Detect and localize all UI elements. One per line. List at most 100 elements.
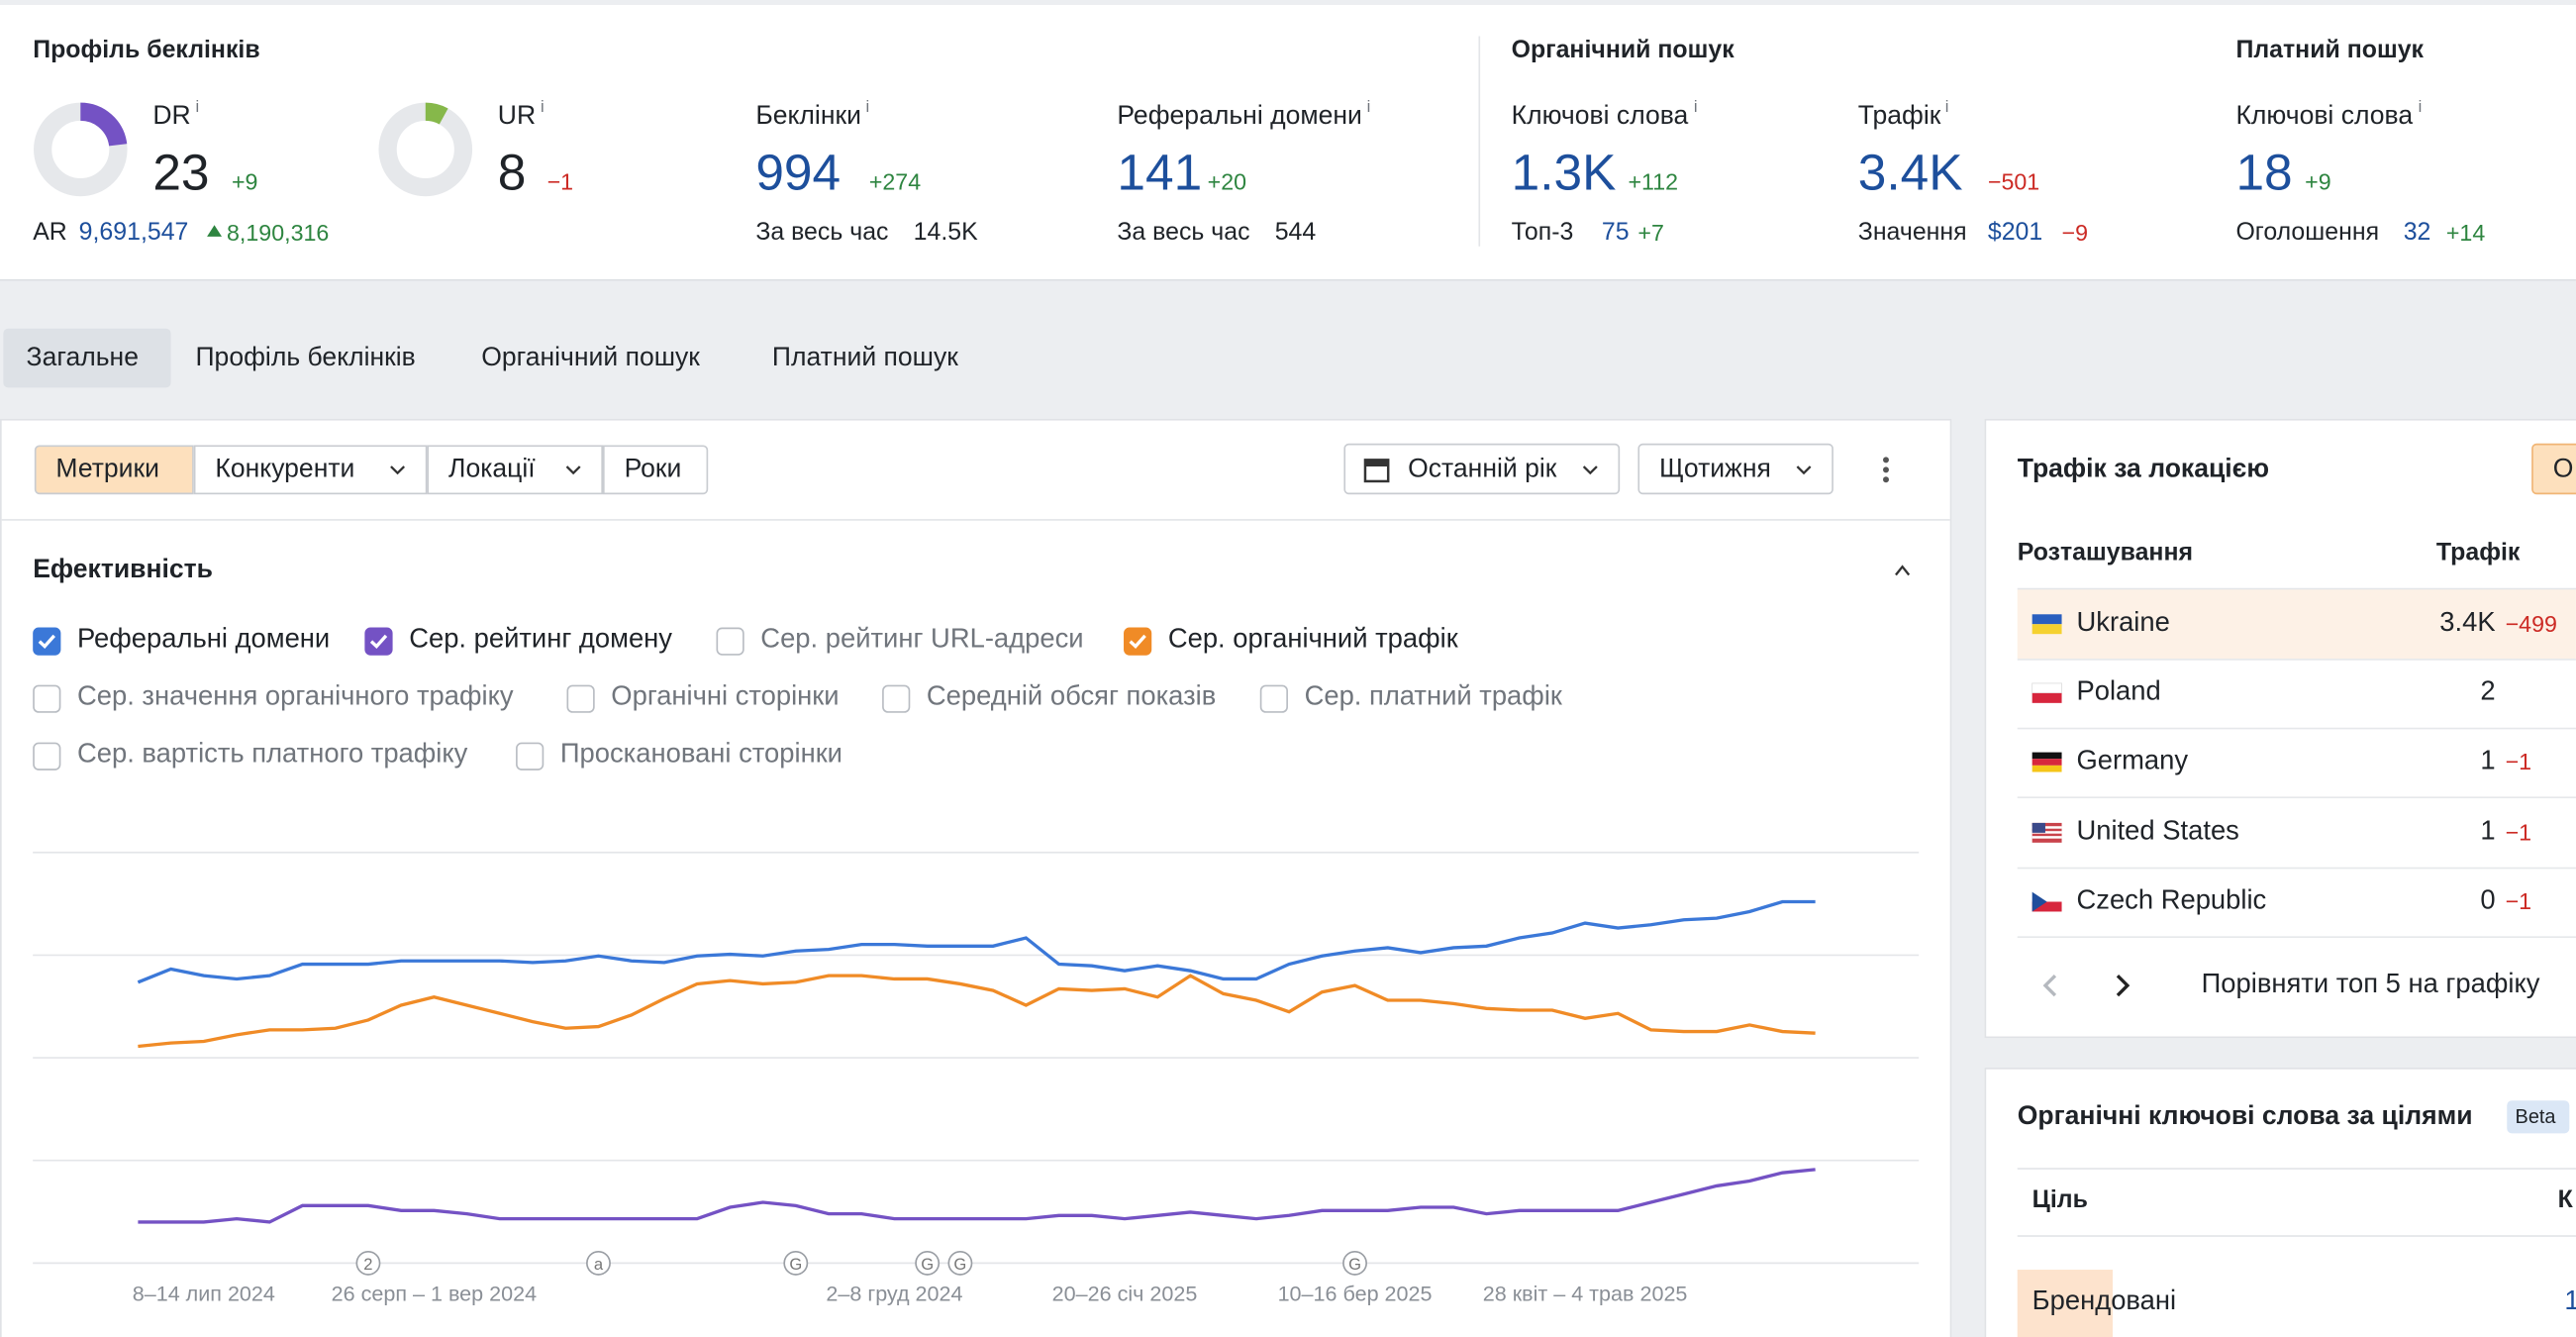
metric-change: −1 <box>546 168 574 195</box>
date-button[interactable] <box>1343 443 1621 495</box>
sub-value: 544 <box>1274 218 1317 247</box>
checkbox-label[interactable]: Сер. органічний трафік <box>1167 624 1458 655</box>
checkbox[interactable] <box>1259 684 1288 713</box>
donut-arc <box>378 102 473 197</box>
badge <box>2507 1100 2570 1134</box>
calendar-icon <box>1363 459 1390 483</box>
sub-change: −9 <box>2061 219 2089 247</box>
info-icon: i <box>2418 98 2423 117</box>
column-header: Трафік <box>2435 538 2521 567</box>
series-line <box>137 899 1816 984</box>
location-change: −1 <box>2505 887 2532 914</box>
tab[interactable]: Профіль беклінків <box>195 344 416 372</box>
checkbox-label[interactable]: Сер. рейтинг домену <box>409 624 673 655</box>
badge-label: Beta <box>2515 1104 2556 1129</box>
metric-change: +9 <box>231 168 258 195</box>
checkbox-label[interactable]: Сер. платний трафік <box>1304 681 1562 712</box>
annotation-label: G <box>953 1255 966 1274</box>
chevron <box>1796 465 1812 475</box>
annotation-label: a <box>594 1255 604 1274</box>
ar-up-arrow: 8,190,316 <box>226 219 330 247</box>
flag <box>2031 891 2047 912</box>
annotation-label: G <box>1348 1255 1361 1274</box>
card-title: Органічні ключові слова за цілями <box>2017 1102 2473 1131</box>
checkbox[interactable] <box>566 684 595 713</box>
chart: 8–14 лип 2024 26 серп – 1 вер 2024 2–8 гру… <box>33 851 1920 1306</box>
subtab[interactable]: Метрики <box>55 456 159 484</box>
annotation-label: 2 <box>363 1255 372 1274</box>
checkbox-box <box>33 742 61 771</box>
location-name: Ukraine <box>2076 607 2170 638</box>
checkbox[interactable] <box>1124 627 1152 656</box>
interval-button[interactable] <box>1637 443 1833 495</box>
annotation-marker <box>783 1250 809 1276</box>
checkbox-label[interactable]: Сер. значення органічного трафіку <box>76 681 514 712</box>
info-icon: i <box>1366 98 1371 117</box>
checkbox-box <box>516 742 545 771</box>
tab[interactable]: Органічний пошук <box>481 344 700 372</box>
metric-value: 994 <box>755 143 842 202</box>
row-highlight <box>2017 589 2576 660</box>
subtab[interactable]: Локації <box>448 456 536 484</box>
location-traffic: 3.4K <box>2439 607 2496 638</box>
checkbox-box <box>33 627 61 656</box>
checkbox[interactable] <box>516 742 545 771</box>
location-button[interactable] <box>2531 443 2576 495</box>
metric-value: 141 <box>1117 143 1203 202</box>
subtab[interactable]: Конкуренти <box>215 456 355 484</box>
checkbox[interactable] <box>716 627 744 656</box>
donut <box>378 102 473 197</box>
sub-value: 14.5K <box>913 218 978 247</box>
metric-change: +112 <box>1628 168 1679 195</box>
checkbox[interactable] <box>33 742 61 771</box>
checkbox-label[interactable]: Органічні сторінки <box>611 681 840 712</box>
checkbox-label[interactable]: Проскановані сторінки <box>559 739 842 770</box>
metric-label: Ключові слова <box>2235 102 2414 131</box>
checkbox[interactable] <box>33 684 61 713</box>
checkbox-label[interactable]: Реферальні домени <box>76 624 331 655</box>
checkbox-box <box>1124 627 1152 656</box>
subtab-button[interactable] <box>193 445 428 495</box>
subtab-button[interactable] <box>34 445 194 495</box>
tab[interactable]: Загальне <box>26 344 139 372</box>
sub-value: 32 <box>2403 218 2431 247</box>
annotation-marker <box>355 1250 381 1276</box>
subtab-button[interactable] <box>602 445 709 495</box>
checkbox[interactable] <box>882 684 911 713</box>
collapse-icon <box>1895 565 1911 576</box>
flag-icon <box>2031 753 2062 773</box>
flag <box>2031 614 2062 625</box>
subtab-button[interactable] <box>427 445 603 495</box>
x-tick-label: 26 серп – 1 вер 2024 <box>332 1282 537 1306</box>
checkbox-label[interactable]: Середній обсяг показів <box>926 681 1217 712</box>
annotation-marker <box>947 1250 973 1276</box>
series-line <box>138 974 1816 1049</box>
location-button-label[interactable]: О <box>2552 456 2574 484</box>
metric-value: 1.3K <box>1511 143 1617 202</box>
tab[interactable]: Платний пошук <box>771 344 958 372</box>
location-change: −499 <box>2505 610 2557 637</box>
compare-link[interactable]: Порівняти топ 5 на графіку <box>2201 969 2540 999</box>
separator <box>2017 797 2576 799</box>
annotation-marker <box>586 1250 611 1276</box>
prev-arrow <box>2042 974 2057 997</box>
kebab-dot <box>1883 466 1889 473</box>
ar-label: AR <box>33 218 67 247</box>
info-icon: i <box>540 98 545 117</box>
checkbox[interactable] <box>33 627 61 656</box>
metric-change: −501 <box>1987 168 2040 195</box>
checkbox-label[interactable]: Сер. рейтинг URL-адреси <box>760 624 1084 655</box>
flag <box>2031 830 2062 834</box>
date-range[interactable]: Останній рік <box>1408 456 1557 484</box>
subtab[interactable]: Роки <box>624 456 682 484</box>
chevron <box>565 465 581 475</box>
kebab-dot <box>1883 476 1889 483</box>
interval[interactable]: Щотижня <box>1658 456 1771 484</box>
x-tick-label: 28 квіт – 4 трав 2025 <box>1483 1282 1688 1306</box>
checkbox-label[interactable]: Сер. вартість платного трафіку <box>76 739 468 770</box>
x-tick-label: 20–26 січ 2025 <box>1052 1282 1198 1306</box>
annotation-label: G <box>789 1255 802 1274</box>
separator <box>2017 1168 2576 1170</box>
checkbox[interactable] <box>364 627 393 656</box>
